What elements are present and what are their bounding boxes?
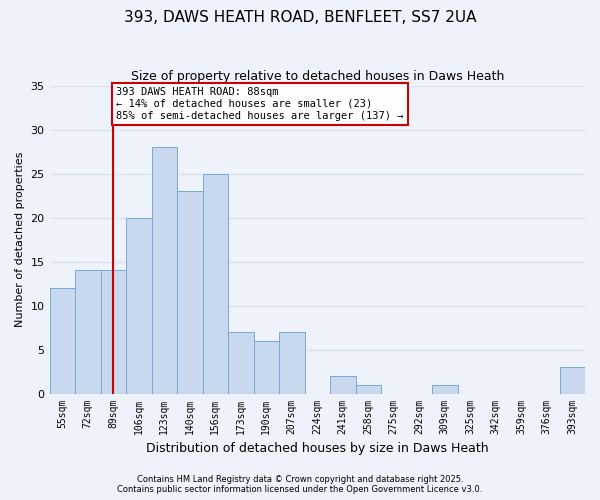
Bar xyxy=(203,174,228,394)
Text: Contains HM Land Registry data © Crown copyright and database right 2025.
Contai: Contains HM Land Registry data © Crown c… xyxy=(118,474,482,494)
Bar xyxy=(50,288,75,394)
Bar xyxy=(254,341,279,394)
Bar xyxy=(279,332,305,394)
Bar xyxy=(126,218,152,394)
Text: 393 DAWS HEATH ROAD: 88sqm
← 14% of detached houses are smaller (23)
85% of semi: 393 DAWS HEATH ROAD: 88sqm ← 14% of deta… xyxy=(116,88,403,120)
Y-axis label: Number of detached properties: Number of detached properties xyxy=(15,152,25,327)
Bar xyxy=(177,191,203,394)
Bar xyxy=(356,385,381,394)
X-axis label: Distribution of detached houses by size in Daws Heath: Distribution of detached houses by size … xyxy=(146,442,488,455)
Text: 393, DAWS HEATH ROAD, BENFLEET, SS7 2UA: 393, DAWS HEATH ROAD, BENFLEET, SS7 2UA xyxy=(124,10,476,25)
Bar xyxy=(152,147,177,394)
Bar xyxy=(330,376,356,394)
Title: Size of property relative to detached houses in Daws Heath: Size of property relative to detached ho… xyxy=(131,70,504,83)
Bar xyxy=(432,385,458,394)
Bar xyxy=(101,270,126,394)
Bar xyxy=(228,332,254,394)
Bar xyxy=(75,270,101,394)
Bar xyxy=(560,367,585,394)
